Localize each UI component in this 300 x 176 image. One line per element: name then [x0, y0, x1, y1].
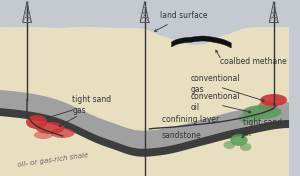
Ellipse shape — [224, 141, 235, 149]
Ellipse shape — [258, 101, 278, 111]
Polygon shape — [0, 90, 289, 149]
Text: conventional
gas: conventional gas — [191, 74, 240, 94]
Ellipse shape — [240, 143, 251, 151]
Ellipse shape — [260, 94, 287, 106]
Ellipse shape — [26, 115, 47, 129]
Text: oil- or gas-rich shale: oil- or gas-rich shale — [17, 152, 89, 168]
Polygon shape — [0, 116, 289, 176]
Ellipse shape — [230, 134, 248, 146]
Text: coalbed methane: coalbed methane — [220, 58, 286, 67]
Text: confining layer: confining layer — [162, 115, 219, 124]
Text: tight sand
oil: tight sand oil — [243, 118, 282, 138]
Text: sandstone: sandstone — [162, 131, 202, 140]
Polygon shape — [0, 108, 289, 157]
Polygon shape — [172, 36, 231, 48]
Ellipse shape — [238, 113, 259, 123]
Ellipse shape — [36, 122, 64, 134]
Ellipse shape — [51, 128, 75, 138]
Polygon shape — [0, 27, 289, 131]
Text: tight sand
gas: tight sand gas — [72, 95, 111, 115]
Text: land surface: land surface — [154, 11, 207, 31]
Ellipse shape — [243, 105, 281, 119]
Ellipse shape — [34, 131, 53, 139]
Text: conventional
oil: conventional oil — [191, 92, 240, 112]
